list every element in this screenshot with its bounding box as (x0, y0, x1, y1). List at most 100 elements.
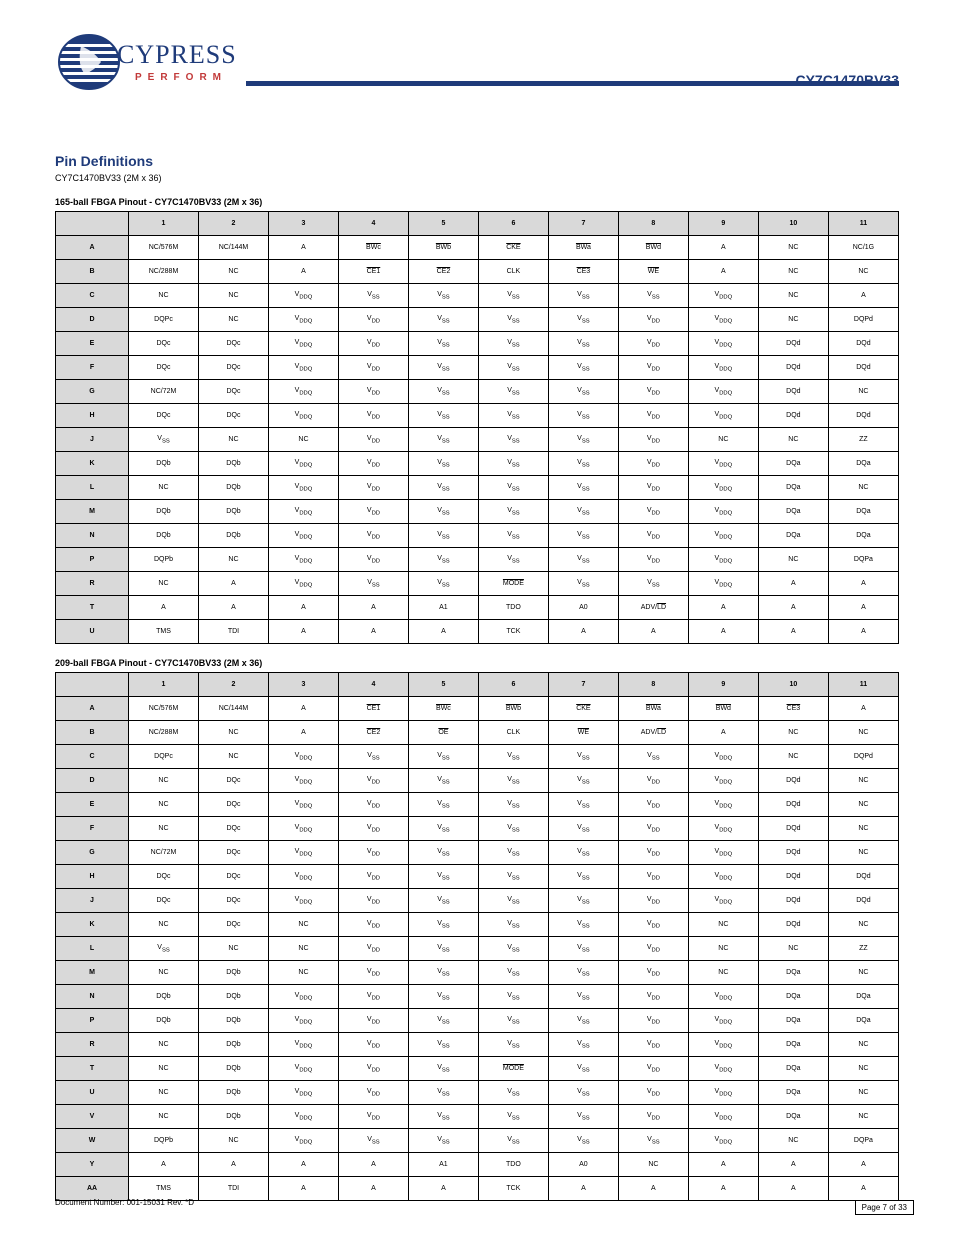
cell: NC/144M (198, 236, 268, 260)
cell: VSS (478, 841, 548, 865)
cell: VSS (478, 284, 548, 308)
cell: VDD (338, 356, 408, 380)
cell: VSS (548, 865, 618, 889)
row-header: D (56, 769, 129, 793)
cell: DQd (758, 817, 828, 841)
cell: VSS (478, 865, 548, 889)
cell: VSS (548, 404, 618, 428)
cell: VSS (548, 332, 618, 356)
cell: NC/576M (129, 697, 199, 721)
cell: DQa (828, 1009, 898, 1033)
cell: NC (828, 721, 898, 745)
cell: NC (688, 913, 758, 937)
row-header: Y (56, 1153, 129, 1177)
cell: NC (129, 284, 199, 308)
cell: A (408, 620, 478, 644)
cell: DQb (198, 1033, 268, 1057)
table-row: FNCDQcVDDQVDDVSSVSSVSSVDDVDDQDQdNC (56, 817, 899, 841)
cell: DQd (758, 889, 828, 913)
cell: VDDQ (688, 1009, 758, 1033)
row-header: D (56, 308, 129, 332)
cell: NC (198, 548, 268, 572)
cell: VDD (338, 500, 408, 524)
cell: MODE (478, 572, 548, 596)
cell: VDD (338, 841, 408, 865)
row-header: E (56, 332, 129, 356)
cell: VDDQ (268, 1009, 338, 1033)
cell: VDDQ (268, 356, 338, 380)
row-header: V (56, 1105, 129, 1129)
cell: DQPb (129, 1129, 199, 1153)
cell: VSS (408, 937, 478, 961)
column-header: 5 (408, 673, 478, 697)
cell: VDDQ (688, 1057, 758, 1081)
cell: VSS (548, 1033, 618, 1057)
row-header: L (56, 937, 129, 961)
cell: DQa (828, 500, 898, 524)
cell: VDDQ (688, 356, 758, 380)
cell: VSS (548, 1009, 618, 1033)
cell: VDDQ (688, 572, 758, 596)
column-header (56, 673, 129, 697)
cell: A (129, 1153, 199, 1177)
cell: DQa (758, 452, 828, 476)
column-header: 3 (268, 212, 338, 236)
table-row: ANC/576MNC/144MACE1BWcBWbCKEBWaBWdCE3A (56, 697, 899, 721)
cell: NC (129, 961, 199, 985)
cell: NC (688, 961, 758, 985)
cell: VSS (548, 961, 618, 985)
cell: A (758, 620, 828, 644)
cell: A (688, 721, 758, 745)
cell: A (688, 1153, 758, 1177)
cell: NC (129, 769, 199, 793)
cell: VDD (618, 841, 688, 865)
cell: DQa (758, 1009, 828, 1033)
table-row: YAAAAA1TDOA0NCAAA (56, 1153, 899, 1177)
cell: NC (618, 1153, 688, 1177)
cell: DQa (758, 1057, 828, 1081)
row-header: J (56, 428, 129, 452)
cell: DQb (129, 500, 199, 524)
cell: NC (198, 260, 268, 284)
table-row: UTMSTDIAAATCKAAAAA (56, 620, 899, 644)
table-row: LVSSNCNCVDDVSSVSSVSSVDDNCNCZZ (56, 937, 899, 961)
cell: NC (828, 260, 898, 284)
cell: VSS (478, 524, 548, 548)
cell: VSS (548, 452, 618, 476)
cell: VDD (618, 500, 688, 524)
cell: NC/288M (129, 721, 199, 745)
cell: VSS (408, 548, 478, 572)
cell: VSS (548, 284, 618, 308)
cell: VDDQ (688, 1081, 758, 1105)
cell: WE (618, 260, 688, 284)
cell: VSS (478, 548, 548, 572)
table-row: HDQcDQcVDDQVDDVSSVSSVSSVDDVDDQDQdDQd (56, 865, 899, 889)
cell: WE (548, 721, 618, 745)
cell: VDD (618, 380, 688, 404)
cell: DQPa (828, 548, 898, 572)
cell: TDO (478, 596, 548, 620)
cell: VDDQ (688, 889, 758, 913)
cell: VSS (478, 428, 548, 452)
table-row: JDQcDQcVDDQVDDVSSVSSVSSVDDVDDQDQdDQd (56, 889, 899, 913)
brand-name: CYPRESS (117, 40, 237, 70)
cell: VDDQ (268, 985, 338, 1009)
cell: VDD (618, 865, 688, 889)
cell: VDD (338, 476, 408, 500)
cell: A (129, 596, 199, 620)
row-header: L (56, 476, 129, 500)
cell: NC (828, 793, 898, 817)
cell: CKE (478, 236, 548, 260)
cell: VDDQ (268, 745, 338, 769)
cell: NC (268, 913, 338, 937)
cell: VDDQ (688, 500, 758, 524)
cell: VSS (618, 572, 688, 596)
cell: VDD (338, 913, 408, 937)
row-header: E (56, 793, 129, 817)
cell: VDDQ (688, 817, 758, 841)
cell: VSS (408, 1129, 478, 1153)
cell: VSS (408, 817, 478, 841)
row-header: G (56, 380, 129, 404)
table-row: HDQcDQcVDDQVDDVSSVSSVSSVDDVDDQDQdDQd (56, 404, 899, 428)
row-header: T (56, 596, 129, 620)
